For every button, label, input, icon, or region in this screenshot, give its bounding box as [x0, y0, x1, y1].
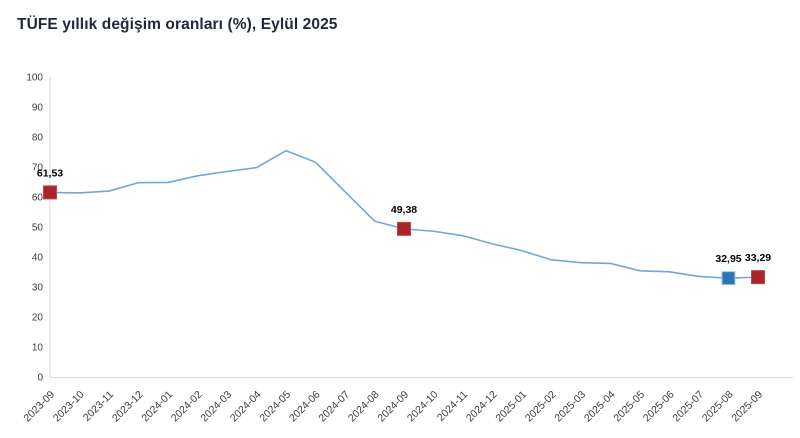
data-point-marker — [721, 271, 736, 286]
x-tick-label: 2025-05 — [611, 389, 647, 425]
x-tick-label: 2024-11 — [435, 389, 470, 424]
data-point-marker — [397, 221, 411, 236]
data-point-marker — [43, 185, 57, 200]
y-tick-label: 10 — [32, 343, 44, 354]
x-tick-label: 2025-03 — [552, 389, 588, 425]
x-tick-label: 2024-04 — [228, 389, 264, 425]
x-tick-label: 2023-10 — [51, 389, 87, 425]
x-tick-label: 2025-01 — [493, 389, 529, 425]
x-tick-label: 2024-12 — [464, 389, 500, 425]
x-tick-label: 2025-09 — [729, 389, 765, 425]
y-tick-label: 90 — [32, 103, 44, 114]
x-tick-label: 2023-11 — [81, 389, 116, 424]
y-tick-label: 40 — [32, 253, 44, 264]
chart-title: TÜFE yıllık değişim oranları (%), Eylül … — [17, 16, 338, 33]
x-tick-label: 2024-02 — [169, 389, 205, 425]
x-tick-label: 2024-06 — [287, 389, 323, 425]
x-tick-label: 2025-07 — [670, 389, 706, 425]
y-tick-label: 20 — [32, 313, 44, 324]
data-point-label: 61,53 — [37, 167, 63, 179]
y-tick-label: 70 — [32, 163, 44, 174]
x-tick-label: 2025-08 — [700, 389, 736, 425]
y-tick-label: 0 — [37, 373, 43, 384]
x-tick-label: 2024-05 — [257, 389, 293, 425]
data-point-marker — [751, 270, 765, 285]
data-point-label: 32,95 — [715, 253, 741, 265]
x-tick-label: 2025-06 — [641, 389, 677, 425]
y-tick-label: 50 — [32, 223, 44, 234]
x-tick-label: 2024-03 — [198, 389, 234, 425]
x-tick-label: 2023-09 — [21, 389, 57, 425]
y-tick-label: 30 — [32, 283, 44, 294]
x-tick-label: 2025-02 — [523, 389, 559, 425]
y-tick-label: 60 — [32, 193, 44, 204]
data-point-label: 33,29 — [745, 252, 771, 264]
x-tick-label: 2024-08 — [346, 389, 382, 425]
data-point-label: 49,38 — [391, 204, 417, 216]
x-tick-label: 2025-04 — [582, 389, 618, 425]
x-tick-label: 2024-01 — [139, 389, 175, 425]
y-tick-label: 100 — [26, 73, 43, 84]
x-tick-label: 2024-10 — [405, 389, 441, 425]
x-tick-label: 2024-07 — [316, 389, 352, 425]
x-tick-label: 2024-09 — [375, 389, 411, 425]
x-tick-label: 2023-12 — [110, 389, 146, 425]
y-tick-label: 80 — [32, 133, 44, 144]
